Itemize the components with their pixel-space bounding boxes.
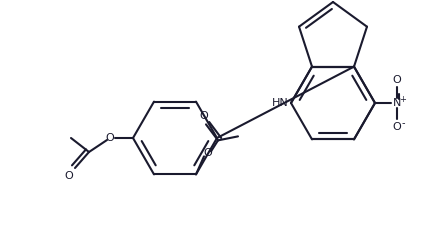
- Text: O: O: [393, 75, 401, 85]
- Text: O: O: [65, 171, 73, 181]
- Text: O: O: [106, 133, 114, 143]
- Text: +: +: [400, 94, 407, 104]
- Text: -: -: [401, 118, 405, 128]
- Text: HN: HN: [272, 98, 289, 108]
- Text: O: O: [393, 122, 401, 132]
- Text: O: O: [204, 148, 212, 158]
- Text: N: N: [393, 98, 401, 108]
- Text: O: O: [200, 111, 208, 121]
